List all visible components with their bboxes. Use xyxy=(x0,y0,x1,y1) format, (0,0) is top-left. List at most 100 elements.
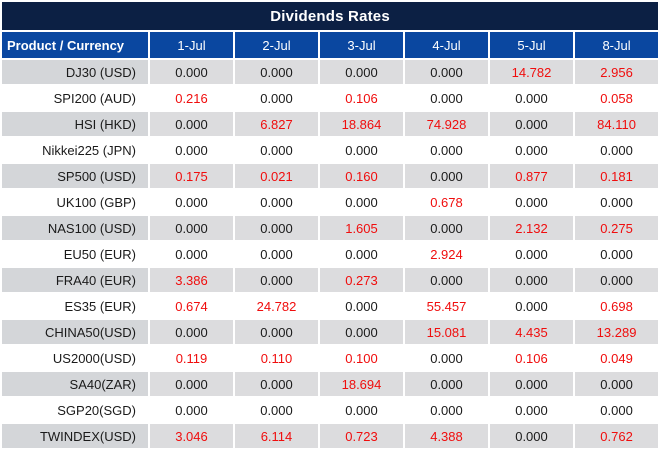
table-title: Dividends Rates xyxy=(2,2,659,30)
dividend-value-cell: 3.386 xyxy=(150,268,233,292)
dividend-value-cell: 0.000 xyxy=(490,398,573,422)
title-row: Dividends Rates xyxy=(2,2,659,30)
dividend-value-cell: 0.723 xyxy=(320,424,403,448)
dividend-value-cell: 0.000 xyxy=(150,138,233,162)
table-row: SA40(ZAR) 0.000 0.000 18.694 0.000 0.000 0.000 xyxy=(2,372,659,396)
dividend-value-cell: 0.000 xyxy=(490,190,573,214)
dividend-value-cell: 0.275 xyxy=(575,216,659,240)
dividend-value-cell: 0.000 xyxy=(490,294,573,318)
dividend-value-cell: 0.000 xyxy=(490,424,573,448)
dividend-value-cell: 15.081 xyxy=(405,320,488,344)
dividend-value-cell: 0.000 xyxy=(575,372,659,396)
product-cell: SPI200 (AUD) xyxy=(2,86,148,110)
dividend-value-cell: 0.000 xyxy=(405,86,488,110)
dividend-value-cell: 0.000 xyxy=(575,268,659,292)
dividend-value-cell: 0.000 xyxy=(320,138,403,162)
dividend-value-cell: 0.106 xyxy=(320,86,403,110)
dividend-value-cell: 0.000 xyxy=(235,320,318,344)
table-row: SPI200 (AUD) 0.216 0.000 0.106 0.000 0.000 0.0… xyxy=(2,86,659,110)
table-row: US2000(USD) 0.119 0.110 0.100 0.000 0.106 0.04… xyxy=(2,346,659,370)
dividend-value-cell: 0.674 xyxy=(150,294,233,318)
dividend-value-cell: 0.058 xyxy=(575,86,659,110)
dividend-value-cell: 2.924 xyxy=(405,242,488,266)
dividend-value-cell: 13.289 xyxy=(575,320,659,344)
table-row: SGP20(SGD) 0.000 0.000 0.000 0.000 0.000 0.000 xyxy=(2,398,659,422)
dividend-value-cell: 0.000 xyxy=(235,190,318,214)
dividend-value-cell: 0.000 xyxy=(320,320,403,344)
product-cell: Nikkei225 (JPN) xyxy=(2,138,148,162)
column-header-date: 1-Jul xyxy=(150,32,233,58)
product-cell: US2000(USD) xyxy=(2,346,148,370)
dividend-value-cell: 24.782 xyxy=(235,294,318,318)
dividend-value-cell: 0.000 xyxy=(490,242,573,266)
dividend-value-cell: 0.000 xyxy=(150,190,233,214)
dividend-value-cell: 0.000 xyxy=(575,398,659,422)
dividend-value-cell: 6.114 xyxy=(235,424,318,448)
dividend-value-cell: 3.046 xyxy=(150,424,233,448)
product-cell: SGP20(SGD) xyxy=(2,398,148,422)
dividend-value-cell: 0.000 xyxy=(150,60,233,84)
dividend-value-cell: 0.273 xyxy=(320,268,403,292)
column-header-date: 2-Jul xyxy=(235,32,318,58)
dividend-value-cell: 55.457 xyxy=(405,294,488,318)
dividend-value-cell: 0.000 xyxy=(320,242,403,266)
dividend-value-cell: 18.864 xyxy=(320,112,403,136)
dividend-value-cell: 0.000 xyxy=(150,216,233,240)
dividend-value-cell: 0.106 xyxy=(490,346,573,370)
table-row: DJ30 (USD) 0.000 0.000 0.000 0.000 14.782 2.95… xyxy=(2,60,659,84)
dividend-value-cell: 0.000 xyxy=(575,190,659,214)
dividend-value-cell: 0.000 xyxy=(235,372,318,396)
dividend-value-cell: 0.000 xyxy=(405,164,488,188)
product-cell: HSI (HKD) xyxy=(2,112,148,136)
dividend-value-cell: 0.000 xyxy=(150,242,233,266)
table-row: EU50 (EUR) 0.000 0.000 0.000 2.924 0.000 0.000 xyxy=(2,242,659,266)
dividend-value-cell: 0.000 xyxy=(490,268,573,292)
dividend-value-cell: 0.000 xyxy=(320,190,403,214)
table-row: NAS100 (USD) 0.000 0.000 1.605 0.000 2.132 0.2… xyxy=(2,216,659,240)
dividend-value-cell: 0.000 xyxy=(405,372,488,396)
table-row: SP500 (USD) 0.175 0.021 0.160 0.000 0.877 0.18… xyxy=(2,164,659,188)
dividend-value-cell: 0.000 xyxy=(150,320,233,344)
table-row: UK100 (GBP) 0.000 0.000 0.000 0.678 0.000 0.00… xyxy=(2,190,659,214)
dividend-value-cell: 14.782 xyxy=(490,60,573,84)
dividend-value-cell: 4.435 xyxy=(490,320,573,344)
dividend-value-cell: 0.000 xyxy=(150,372,233,396)
product-cell: EU50 (EUR) xyxy=(2,242,148,266)
dividend-value-cell: 0.110 xyxy=(235,346,318,370)
table-row: FRA40 (EUR) 3.386 0.000 0.273 0.000 0.000 0.00… xyxy=(2,268,659,292)
product-cell: FRA40 (EUR) xyxy=(2,268,148,292)
dividend-value-cell: 0.000 xyxy=(235,242,318,266)
dividend-value-cell: 0.000 xyxy=(235,138,318,162)
table-row: CHINA50(USD) 0.000 0.000 0.000 15.081 4.435 13… xyxy=(2,320,659,344)
header-row: Product / Currency 1-Jul 2-Jul 3-Jul 4-J… xyxy=(2,32,659,58)
column-header-date: 5-Jul xyxy=(490,32,573,58)
dividend-value-cell: 0.175 xyxy=(150,164,233,188)
table-row: HSI (HKD) 0.000 6.827 18.864 74.928 0.000 84.1… xyxy=(2,112,659,136)
dividend-value-cell: 6.827 xyxy=(235,112,318,136)
dividend-value-cell: 0.000 xyxy=(150,112,233,136)
dividend-value-cell: 0.000 xyxy=(490,112,573,136)
column-header-date: 3-Jul xyxy=(320,32,403,58)
dividend-value-cell: 0.000 xyxy=(235,398,318,422)
table-row: ES35 (EUR) 0.674 24.782 0.000 55.457 0.000 0.6… xyxy=(2,294,659,318)
dividend-value-cell: 0.000 xyxy=(405,346,488,370)
dividend-value-cell: 0.000 xyxy=(235,216,318,240)
dividend-value-cell: 0.000 xyxy=(405,216,488,240)
dividend-value-cell: 74.928 xyxy=(405,112,488,136)
dividend-value-cell: 0.000 xyxy=(405,138,488,162)
dividend-value-cell: 0.000 xyxy=(150,398,233,422)
table-row: Nikkei225 (JPN) 0.000 0.000 0.000 0.000 0.000… xyxy=(2,138,659,162)
product-cell: DJ30 (USD) xyxy=(2,60,148,84)
dividend-value-cell: 0.181 xyxy=(575,164,659,188)
dividend-value-cell: 0.000 xyxy=(575,242,659,266)
product-cell: TWINDEX(USD) xyxy=(2,424,148,448)
dividend-value-cell: 0.100 xyxy=(320,346,403,370)
dividend-value-cell: 0.119 xyxy=(150,346,233,370)
product-cell: UK100 (GBP) xyxy=(2,190,148,214)
dividend-value-cell: 0.000 xyxy=(405,60,488,84)
product-cell: ES35 (EUR) xyxy=(2,294,148,318)
dividend-value-cell: 0.216 xyxy=(150,86,233,110)
dividend-value-cell: 0.000 xyxy=(320,398,403,422)
dividend-value-cell: 0.000 xyxy=(320,60,403,84)
